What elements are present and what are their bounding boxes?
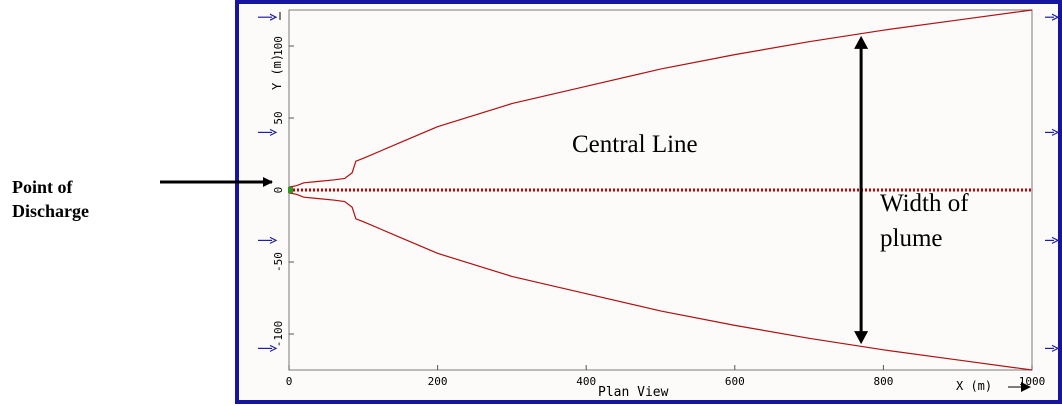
- tick-labels: 0 200 400 600 800 1000 100 50 0 -50 -100: [272, 36, 1045, 388]
- point-of-discharge-line2: Discharge: [12, 201, 89, 221]
- y-tick-label: 0: [272, 187, 285, 194]
- width-of-plume-arrow: [854, 35, 869, 345]
- width-of-plume-line1: Width of: [880, 190, 969, 217]
- x-tick-label: 1000: [1019, 375, 1046, 388]
- plume-lower-edge: [288, 192, 1033, 371]
- x-tick-label: 800: [873, 375, 893, 388]
- ambient-flow-arrow-head: [1051, 344, 1060, 352]
- width-of-plume-label: Width of plume: [880, 186, 969, 256]
- width-arrow-head-top: [854, 35, 869, 49]
- plot-window-frame: [235, 0, 1062, 404]
- ambient-flow-arrow-head: [269, 128, 278, 136]
- width-of-plume-line2: plume: [880, 225, 943, 252]
- y-tick-label: -50: [272, 252, 285, 272]
- plot-title: Plan View: [598, 385, 669, 400]
- x-tick-label: 400: [576, 375, 596, 388]
- ambient-flow-arrow-head: [1051, 236, 1060, 244]
- central-line-label: Central Line: [572, 131, 698, 158]
- plume-upper-edge: [288, 9, 1033, 188]
- ambient-flow-arrow-head: [269, 344, 278, 352]
- y-axis-label: Y (m): [270, 54, 284, 90]
- ambient-flow-arrow-head: [1051, 128, 1060, 136]
- y-tick-label: -100: [272, 321, 285, 348]
- ambient-flow-arrow-head: [269, 236, 278, 244]
- ambient-flow-arrow-head: [1051, 13, 1060, 21]
- plume-series: [288, 9, 1033, 371]
- y-tick-label: 50: [272, 111, 285, 124]
- x-axis-label: X (m): [956, 379, 992, 393]
- x-tick-label: 0: [286, 375, 293, 388]
- x-tick-label: 200: [428, 375, 448, 388]
- x-tick-label: 600: [725, 375, 745, 388]
- point-of-discharge-line1: Point of: [12, 177, 73, 197]
- width-arrow-head-bottom: [854, 331, 869, 345]
- y-tick-label: 100: [272, 36, 285, 56]
- point-of-discharge-label: Point of Discharge: [12, 175, 89, 223]
- ambient-flow-arrows: [258, 13, 1060, 352]
- discharge-point-marker: [288, 187, 293, 193]
- ambient-flow-arrow-head: [269, 13, 278, 21]
